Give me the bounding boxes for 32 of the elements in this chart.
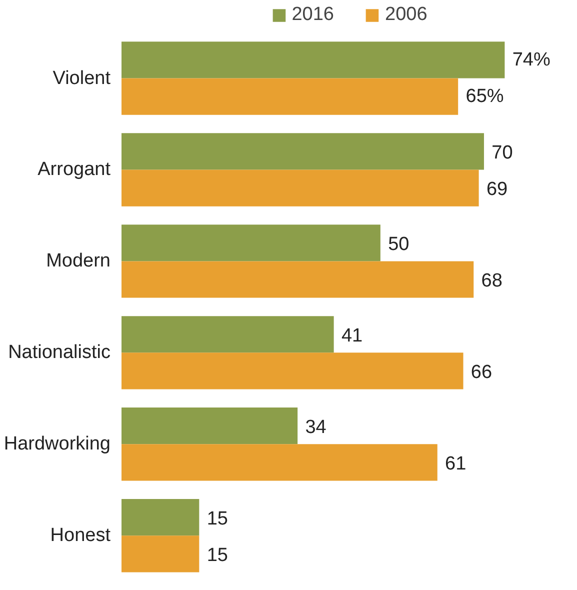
data-label: 34 [305,416,327,438]
data-label: 65% [466,86,504,108]
bar [122,170,479,206]
bar [122,352,464,390]
y-tick-label: Nationalistic [8,342,111,364]
y-tick-label: Arrogant [38,159,112,180]
bar [122,224,380,262]
data-label: 70 [492,142,513,164]
bar [122,261,474,298]
data-label: 74% [512,49,550,70]
legend-label: 2016 [292,4,334,26]
bar [122,316,334,353]
y-tick-label: Hardworking [4,434,111,455]
bar [122,42,505,78]
bar [122,78,458,115]
data-label: 50 [388,234,410,255]
bar [122,499,200,536]
data-label: 66 [470,362,492,383]
bar [122,444,438,481]
data-label: 69 [486,179,508,200]
bar [122,536,200,572]
data-label: 15 [206,544,228,566]
bar [122,133,484,170]
y-tick-label: Modern [46,250,110,272]
data-label: 61 [445,453,466,474]
data-label: 15 [206,508,228,530]
data-label: 41 [341,325,363,346]
y-tick-label: Honest [50,525,112,546]
bar [122,408,298,444]
data-label: 68 [481,270,502,292]
legend-label: 2006 [385,4,428,26]
y-tick-label: Violent [52,68,112,89]
